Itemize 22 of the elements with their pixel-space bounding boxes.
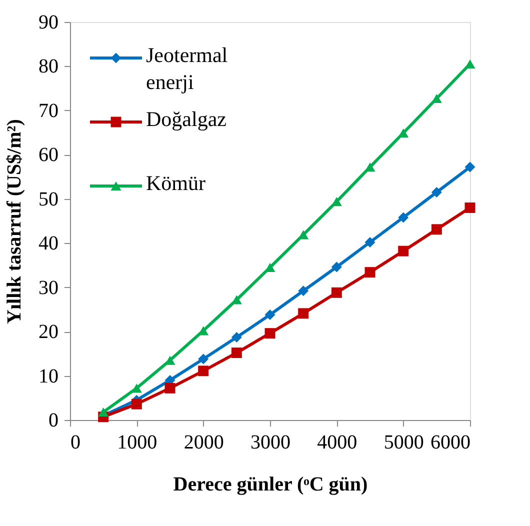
x-tick-label: 0	[70, 432, 80, 454]
y-tick-label: 90	[38, 12, 58, 34]
y-tick-label: 20	[38, 321, 58, 344]
y-tick-label: 80	[38, 56, 58, 78]
y-axis-title: Yıllık tasarruf (US$/m²)	[4, 119, 26, 324]
x-tick-label: 2000	[184, 432, 224, 454]
y-tick-label: 70	[38, 100, 58, 122]
y-tick-label: 40	[38, 232, 58, 255]
x-tick-label: 4000	[317, 432, 358, 454]
y-tick-label: 30	[38, 276, 58, 299]
x-tick-label: 3000	[250, 432, 290, 454]
x-tick-label: 5000	[384, 432, 424, 454]
y-tick-label: 50	[38, 188, 58, 210]
x-tick-label: 6000	[430, 432, 470, 454]
legend-label: Jeotermal enerji	[146, 43, 228, 94]
y-tick-label: 10	[38, 365, 58, 388]
y-tick-label: 60	[38, 144, 58, 166]
x-tick-label: 1000	[117, 432, 158, 454]
legend-label: Kömür	[146, 171, 206, 195]
y-tick-label: 0	[48, 410, 58, 432]
legend-label: Doğalgaz	[146, 107, 226, 131]
x-axis-title: Derece günler (ᵒC gün)	[173, 474, 368, 496]
